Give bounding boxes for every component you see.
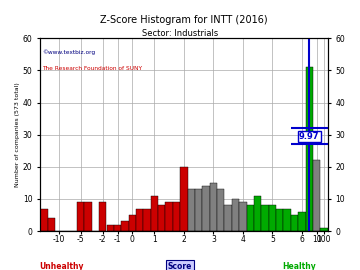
Bar [195,189,202,231]
Bar [173,202,180,231]
Bar [48,218,55,231]
Bar [143,208,151,231]
Text: Healthy: Healthy [282,262,316,270]
Bar [166,202,173,231]
Text: The Research Foundation of SUNY: The Research Foundation of SUNY [42,66,142,70]
Bar [232,199,239,231]
Bar [283,208,291,231]
Bar [276,208,283,231]
Bar [151,196,158,231]
Y-axis label: Number of companies (573 total): Number of companies (573 total) [15,82,20,187]
Bar [224,205,232,231]
Bar [121,221,129,231]
Bar [77,202,84,231]
Bar [40,208,48,231]
Bar [320,228,328,231]
Bar [129,215,136,231]
Text: Unhealthy: Unhealthy [39,262,84,270]
Bar [107,225,114,231]
Bar [180,167,188,231]
Bar [84,202,92,231]
Bar [188,189,195,231]
Bar [210,183,217,231]
Bar [239,202,247,231]
Title: Z-Score Histogram for INTT (2016): Z-Score Histogram for INTT (2016) [100,15,268,25]
Bar [158,205,166,231]
Bar [306,67,313,231]
Text: 9.97: 9.97 [299,132,319,141]
Text: Score: Score [168,262,192,270]
Bar [99,202,107,231]
Text: Sector: Industrials: Sector: Industrials [142,29,218,38]
Bar [136,208,143,231]
Bar [261,205,269,231]
Bar [291,215,298,231]
Bar [254,196,261,231]
Bar [202,186,210,231]
Bar [114,225,121,231]
Bar [247,205,254,231]
Text: ©www.textbiz.org: ©www.textbiz.org [42,49,95,55]
Bar [217,189,224,231]
Bar [269,205,276,231]
Bar [313,160,320,231]
Bar [298,212,306,231]
